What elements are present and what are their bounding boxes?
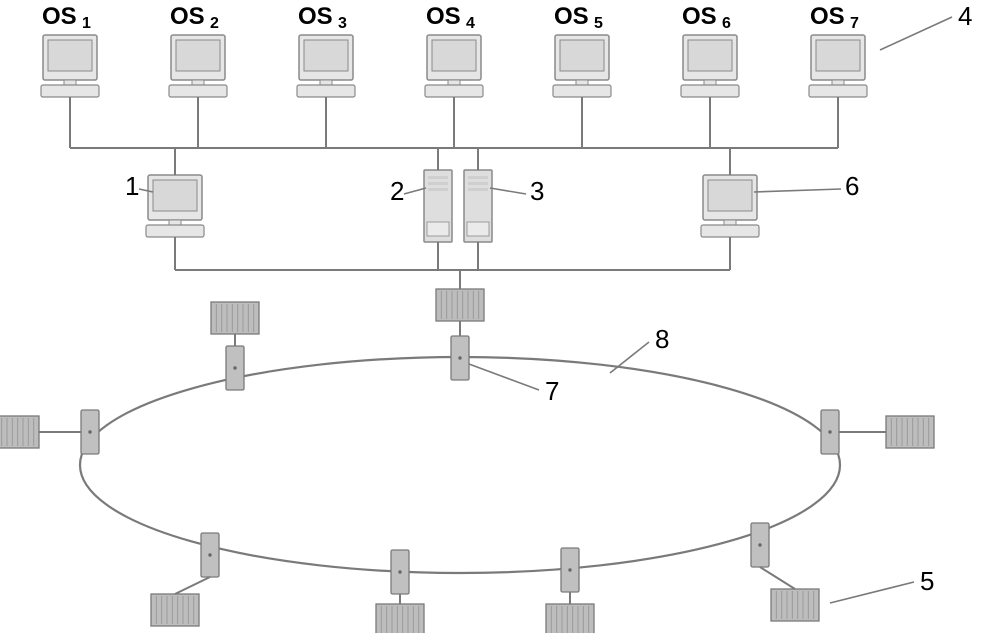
svg-text:4: 4	[958, 1, 972, 31]
svg-text:OS: OS	[810, 3, 845, 30]
svg-text:4: 4	[466, 15, 475, 32]
svg-text:3: 3	[338, 15, 347, 32]
svg-text:2: 2	[390, 176, 404, 206]
svg-text:OS: OS	[682, 3, 717, 30]
svg-text:OS: OS	[42, 3, 77, 30]
svg-text:OS: OS	[426, 3, 461, 30]
svg-text:OS: OS	[298, 3, 333, 30]
svg-text:6: 6	[845, 171, 859, 201]
svg-text:5: 5	[594, 15, 603, 32]
svg-text:3: 3	[530, 176, 544, 206]
svg-text:7: 7	[545, 376, 559, 406]
svg-text:OS: OS	[170, 3, 205, 30]
svg-text:2: 2	[210, 15, 219, 32]
svg-text:1: 1	[125, 171, 139, 201]
svg-text:7: 7	[850, 15, 859, 32]
svg-text:6: 6	[722, 15, 731, 32]
svg-text:1: 1	[82, 15, 91, 32]
svg-text:8: 8	[655, 324, 669, 354]
svg-text:OS: OS	[554, 3, 589, 30]
svg-text:5: 5	[920, 566, 934, 596]
